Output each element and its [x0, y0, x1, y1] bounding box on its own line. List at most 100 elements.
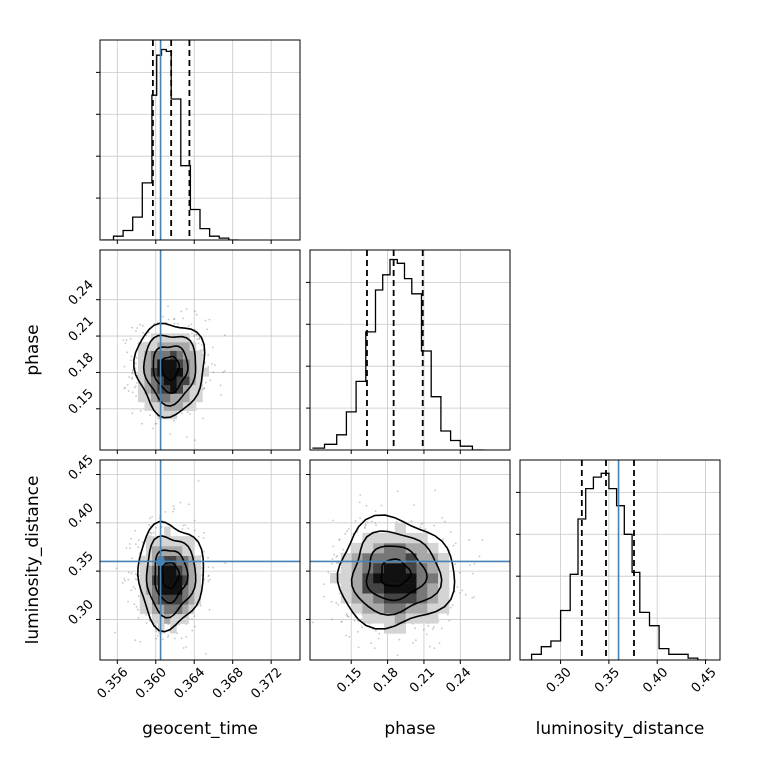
scatter-point-geocent_time-vs-luminosity_distance	[167, 636, 169, 638]
ytick-label-luminosity_distance-3: 0.45	[66, 452, 97, 483]
scatter-point-geocent_time-vs-luminosity_distance	[155, 637, 158, 640]
scatter-point-geocent_time-vs-luminosity_distance	[135, 573, 137, 576]
scatter-point-geocent_time-vs-phase	[136, 327, 139, 329]
density-cell-phase-vs-luminosity_distance	[405, 573, 417, 584]
scatter-point-geocent_time-vs-phase	[200, 344, 203, 346]
scatter-point-geocent_time-vs-phase	[195, 333, 198, 336]
density-cell-geocent_time-vs-phase	[150, 384, 158, 394]
hist-steps-geocent_time	[101, 48, 239, 240]
density-cell-phase-vs-luminosity_distance	[394, 563, 406, 574]
scatter-point-geocent_time-vs-luminosity_distance	[151, 516, 153, 518]
scatter-point-geocent_time-vs-phase	[213, 364, 216, 367]
scatter-point-phase-vs-luminosity_distance	[449, 531, 452, 533]
xtick-label-geocent_time-3: 0.368	[210, 665, 247, 702]
scatter-point-geocent_time-vs-phase	[135, 362, 137, 364]
scatter-point-geocent_time-vs-luminosity_distance	[203, 531, 205, 534]
density-cell-phase-vs-luminosity_distance	[384, 532, 396, 544]
density-cell-phase-vs-luminosity_distance	[394, 623, 406, 634]
panel-clip-phase-vs-luminosity_distance	[310, 460, 510, 660]
density-cell-geocent_time-vs-luminosity_distance	[152, 613, 159, 624]
scatter-point-geocent_time-vs-phase	[152, 427, 155, 430]
scatter-point-geocent_time-vs-luminosity_distance	[187, 527, 190, 530]
scatter-point-phase-vs-luminosity_distance	[364, 527, 366, 529]
scatter-point-phase-vs-luminosity_distance	[337, 561, 340, 564]
density-cell-geocent_time-vs-luminosity_distance	[145, 575, 153, 586]
scatter-point-geocent_time-vs-luminosity_distance	[128, 543, 131, 545]
scatter-point-phase-vs-luminosity_distance	[335, 601, 338, 604]
scatter-point-phase-vs-luminosity_distance	[357, 646, 360, 649]
scatter-point-phase-vs-luminosity_distance	[358, 501, 361, 504]
scatter-point-geocent_time-vs-phase	[196, 338, 199, 341]
density-cell-geocent_time-vs-phase	[202, 367, 210, 377]
hist-frame-geocent_time	[99, 39, 301, 241]
scatter-point-geocent_time-vs-phase	[197, 342, 200, 345]
scatter-point-geocent_time-vs-luminosity_distance	[123, 577, 126, 580]
density-cell-geocent_time-vs-luminosity_distance	[170, 613, 177, 624]
scatter-point-phase-vs-luminosity_distance	[454, 563, 457, 566]
density-cell-geocent_time-vs-phase	[163, 376, 171, 386]
scatter-point-geocent_time-vs-phase	[187, 325, 190, 327]
density-cell-geocent_time-vs-luminosity_distance	[176, 594, 183, 605]
scatter-point-phase-vs-luminosity_distance	[370, 520, 373, 523]
contour-geocent_time-vs-phase-1	[152, 345, 189, 395]
scatter-point-phase-vs-luminosity_distance	[424, 528, 427, 531]
density-cell-phase-vs-luminosity_distance	[416, 563, 428, 574]
scatter-point-geocent_time-vs-luminosity_distance	[133, 603, 136, 606]
scatter-point-geocent_time-vs-phase	[205, 381, 207, 384]
scatter-point-geocent_time-vs-luminosity_distance	[203, 578, 206, 581]
scatter-point-geocent_time-vs-luminosity_distance	[130, 572, 133, 575]
density-cell-phase-vs-luminosity_distance	[373, 532, 385, 544]
hist-panel-phase	[306, 249, 511, 454]
density-cell-phase-vs-luminosity_distance	[351, 542, 363, 554]
scatter-point-phase-vs-luminosity_distance	[342, 548, 344, 551]
scatter-point-geocent_time-vs-luminosity_distance	[167, 634, 170, 637]
density-cell-phase-vs-luminosity_distance	[384, 583, 396, 594]
scatter-point-phase-vs-luminosity_distance	[478, 555, 481, 558]
density-cell-geocent_time-vs-luminosity_distance	[170, 594, 177, 605]
xtick-label-geocent_time-2: 0.364	[171, 665, 208, 702]
density-cell-geocent_time-vs-phase	[163, 367, 171, 377]
density-cell-phase-vs-luminosity_distance	[405, 593, 417, 604]
hist-steps-luminosity_distance	[521, 472, 708, 660]
scatter-point-geocent_time-vs-phase	[209, 379, 212, 382]
density-cell-geocent_time-vs-phase	[183, 367, 190, 377]
density-cell-phase-vs-luminosity_distance	[405, 542, 417, 554]
density-cell-phase-vs-luminosity_distance	[373, 583, 385, 594]
density-cell-geocent_time-vs-phase	[176, 333, 184, 343]
density-cell-geocent_time-vs-luminosity_distance	[139, 604, 147, 615]
scatter-point-geocent_time-vs-luminosity_distance	[134, 639, 137, 642]
panel-frame-geocent_time-vs-phase	[99, 249, 301, 451]
density-cell-phase-vs-luminosity_distance	[384, 593, 396, 604]
scatter-point-geocent_time-vs-phase	[139, 409, 142, 412]
density-cell-phase-vs-luminosity_distance	[405, 563, 417, 574]
density-cell-geocent_time-vs-luminosity_distance	[188, 584, 195, 595]
scatter-point-geocent_time-vs-phase	[139, 323, 142, 326]
scatter-point-geocent_time-vs-phase	[169, 433, 172, 435]
scatter-point-geocent_time-vs-phase	[131, 391, 134, 394]
scatter-point-geocent_time-vs-phase	[176, 322, 179, 325]
scatter-point-geocent_time-vs-phase	[208, 318, 211, 321]
density-cell-geocent_time-vs-phase	[189, 367, 197, 377]
scatter-point-phase-vs-luminosity_distance	[370, 642, 372, 645]
density-cell-phase-vs-luminosity_distance	[416, 542, 428, 554]
panel-frame-geocent_time-vs-luminosity_distance	[99, 459, 301, 661]
scatter-point-geocent_time-vs-phase	[193, 334, 196, 336]
xtick-label-luminosity_distance-0: 0.30	[544, 665, 575, 696]
scatter-point-phase-vs-luminosity_distance	[346, 612, 348, 615]
density-cell-phase-vs-luminosity_distance	[394, 613, 406, 624]
density-cell-geocent_time-vs-phase	[163, 341, 171, 351]
scatter-point-geocent_time-vs-phase	[173, 318, 176, 320]
scatter-point-geocent_time-vs-luminosity_distance	[193, 615, 196, 618]
scatter-point-geocent_time-vs-luminosity_distance	[138, 552, 141, 555]
scatter-point-phase-vs-luminosity_distance	[473, 562, 476, 565]
scatter-point-geocent_time-vs-phase	[142, 331, 145, 334]
density-cell-phase-vs-luminosity_distance	[438, 593, 450, 604]
scatter-point-geocent_time-vs-phase	[167, 305, 169, 308]
scatter-point-geocent_time-vs-phase	[131, 326, 133, 329]
scatter-point-geocent_time-vs-luminosity_distance	[137, 595, 140, 598]
scatter-point-phase-vs-luminosity_distance	[414, 627, 416, 630]
xtick-label-phase-2: 0.21	[407, 665, 438, 696]
density-cell-geocent_time-vs-phase	[170, 384, 177, 394]
scatter-point-phase-vs-luminosity_distance	[472, 572, 474, 575]
scatter-point-geocent_time-vs-luminosity_distance	[132, 586, 135, 588]
